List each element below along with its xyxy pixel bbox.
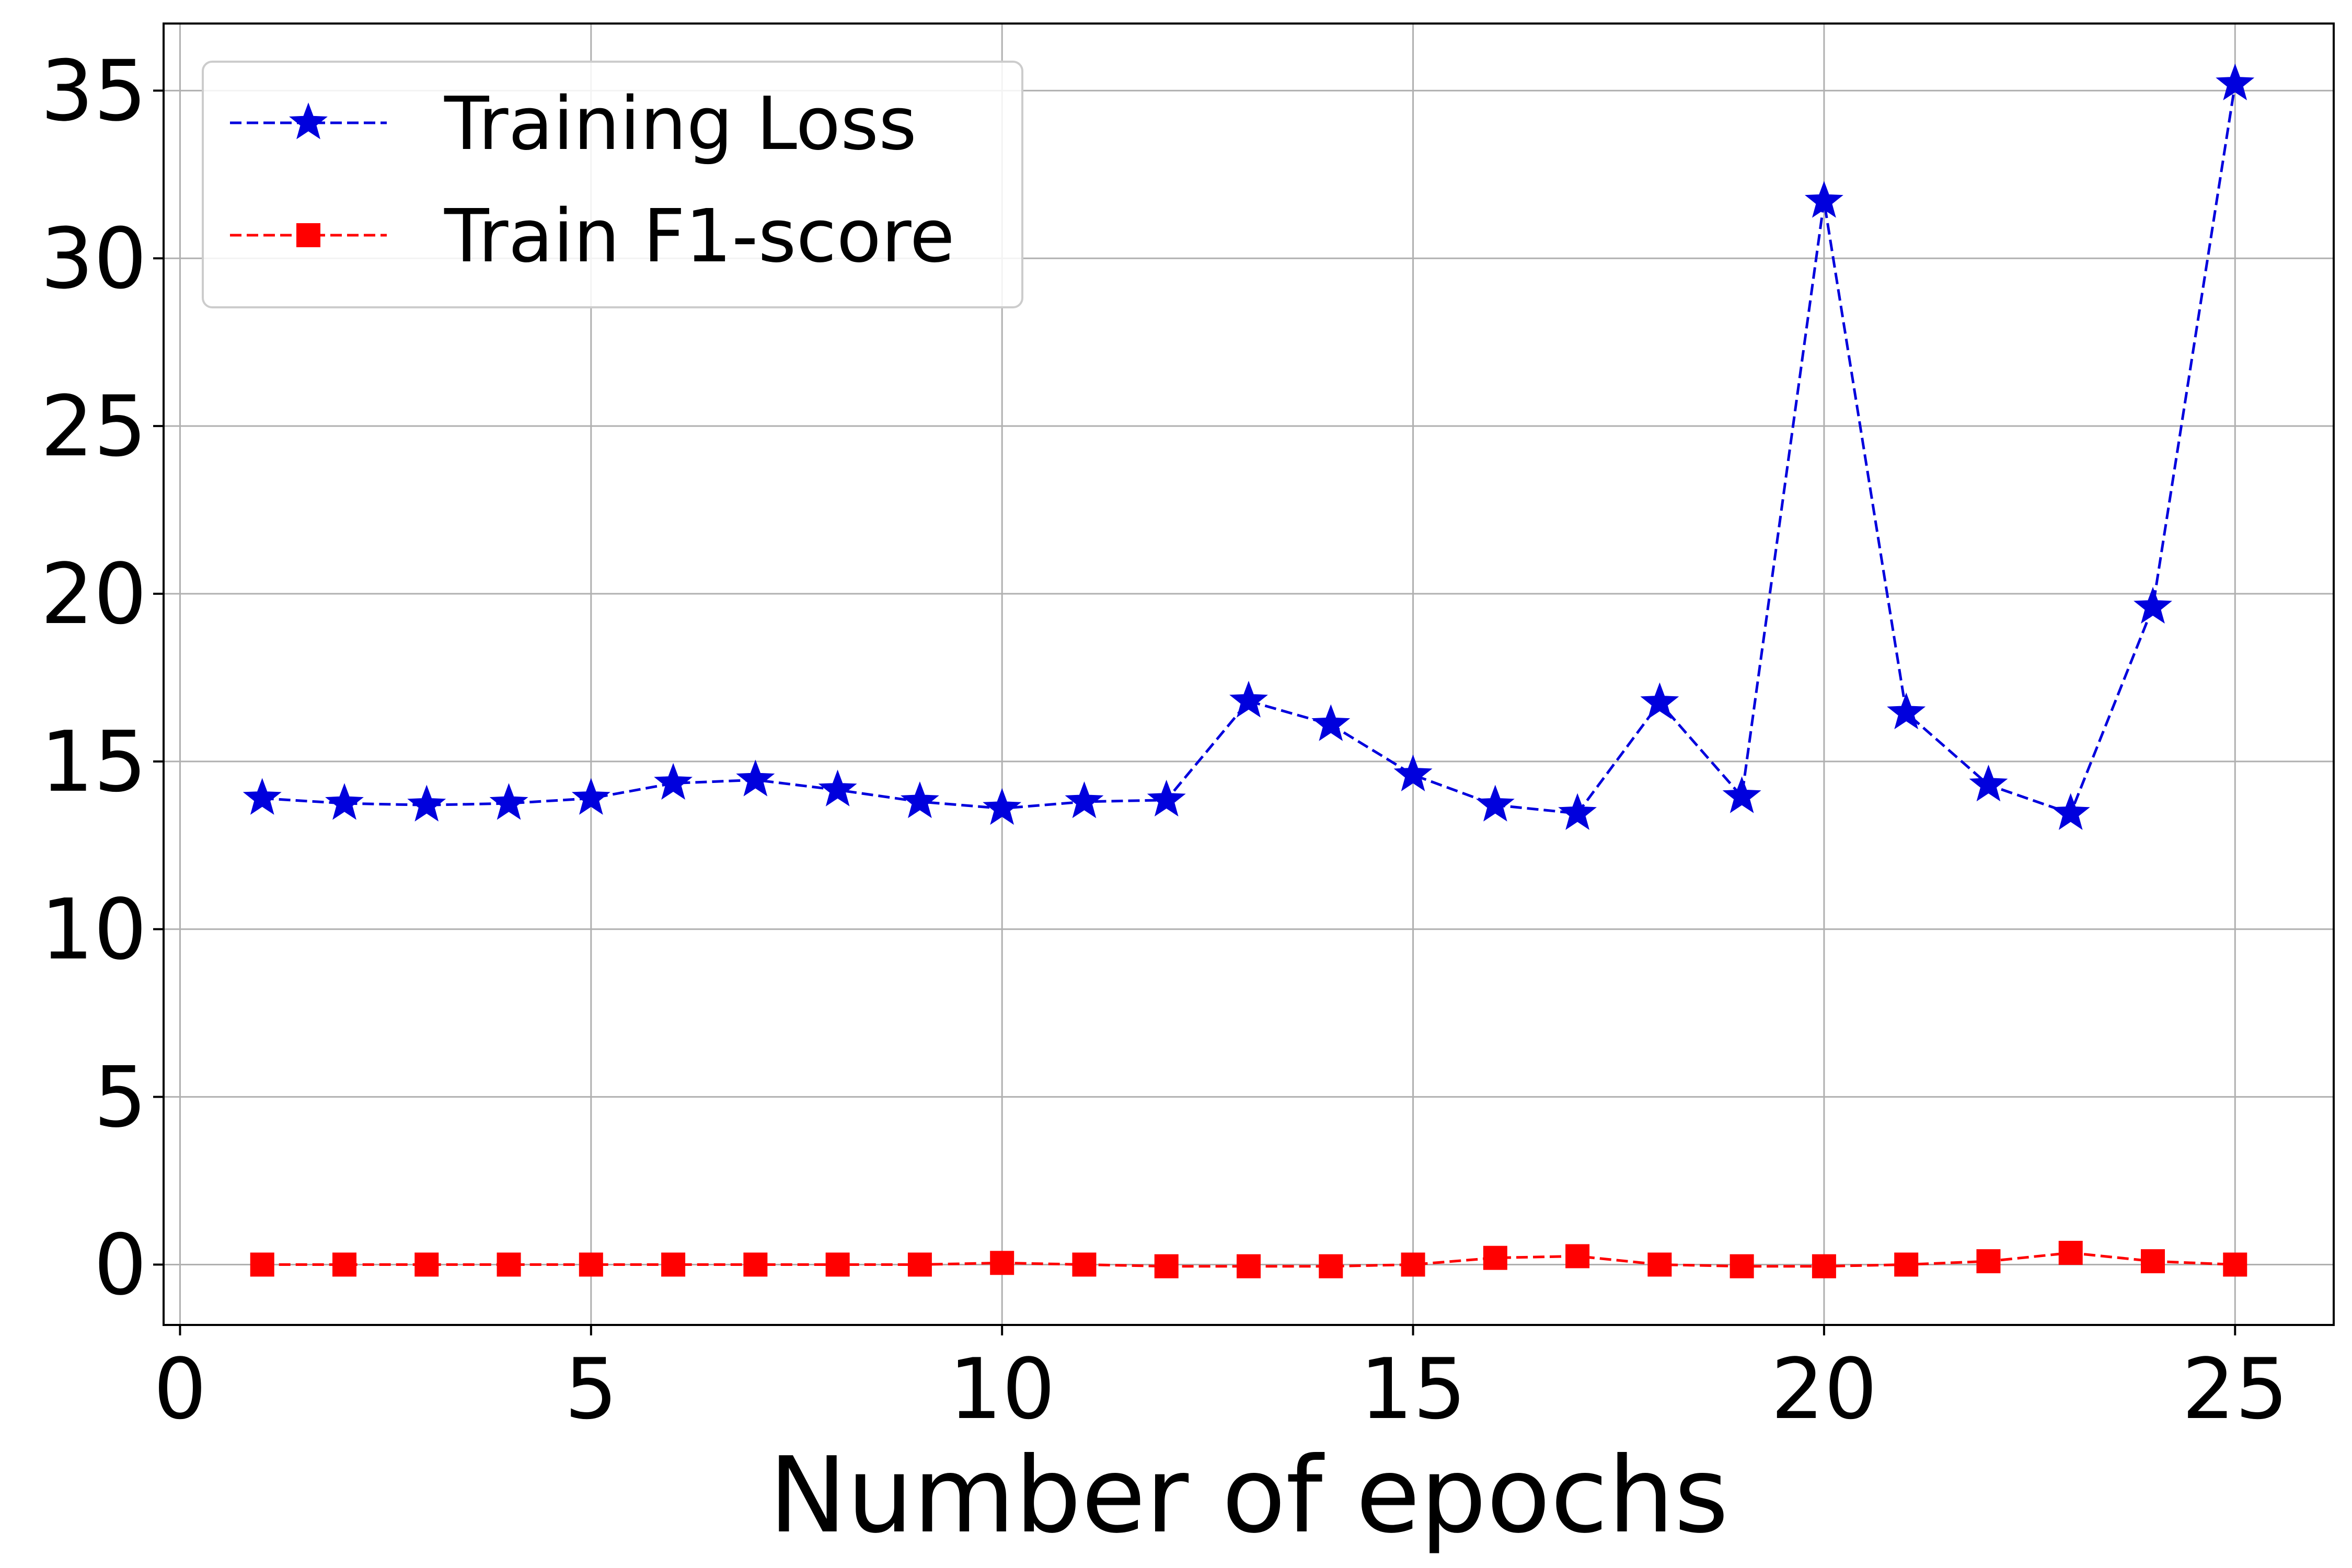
data-point: [1647, 1252, 1672, 1277]
data-point: [1565, 1244, 1590, 1269]
data-point: [489, 783, 528, 820]
data-point: [1475, 785, 1515, 822]
series-layer: [243, 63, 2255, 1278]
data-point: [1969, 764, 2008, 802]
grid-lines: [164, 24, 2334, 1325]
data-point: [900, 781, 939, 818]
legend-marker: [289, 102, 328, 140]
data-point: [736, 759, 775, 797]
y-tick-label: 15: [40, 713, 147, 811]
series-train-f1-score: [250, 1241, 2247, 1278]
legend-marker: [296, 223, 320, 247]
data-point: [1804, 181, 1843, 218]
data-point: [1887, 692, 1926, 730]
data-point: [1319, 1254, 1343, 1278]
x-axis-title: Number of epochs: [769, 1435, 1729, 1557]
data-point: [1722, 776, 1761, 813]
x-tick-label: 0: [154, 1340, 207, 1438]
data-point: [579, 1252, 603, 1277]
data-point: [243, 778, 282, 815]
data-point: [1976, 1249, 2001, 1274]
data-point: [983, 788, 1022, 825]
data-point: [1237, 1254, 1261, 1278]
data-point: [1483, 1246, 1507, 1270]
data-point: [2216, 63, 2255, 100]
data-point: [571, 778, 610, 815]
y-tick-label: 35: [40, 42, 147, 140]
data-point: [661, 1252, 686, 1277]
legend: Training Loss Train F1-score: [202, 61, 1023, 308]
data-point: [2051, 793, 2090, 830]
data-point: [990, 1251, 1014, 1275]
legend-label: Training Loss: [444, 82, 917, 167]
data-point: [1393, 754, 1433, 792]
x-tick-label: 15: [1360, 1340, 1467, 1438]
data-point: [1072, 1252, 1097, 1277]
x-tick-label: 5: [564, 1340, 618, 1438]
data-point: [818, 769, 857, 806]
data-point: [414, 1252, 439, 1277]
x-tick-label: 25: [2182, 1340, 2288, 1438]
data-point: [1147, 779, 1186, 817]
data-point: [825, 1252, 850, 1277]
x-tick-label: 10: [949, 1340, 1055, 1438]
y-tick-label: 20: [40, 545, 147, 643]
data-point: [1401, 1252, 1425, 1277]
data-point: [1812, 1254, 1836, 1278]
data-point: [325, 783, 364, 820]
data-point: [743, 1252, 768, 1277]
data-point: [907, 1252, 932, 1277]
y-tick-label: 30: [40, 210, 147, 307]
legend-item: Train F1-score: [230, 194, 955, 279]
data-point: [1154, 1254, 1179, 1278]
data-point: [332, 1252, 356, 1277]
series-training-loss: [243, 63, 2255, 830]
data-point: [1558, 793, 1597, 830]
x-tick-label: 20: [1771, 1340, 1877, 1438]
data-point: [1730, 1254, 1754, 1278]
data-point: [1640, 682, 1679, 720]
data-point: [2141, 1249, 2165, 1274]
data-point: [497, 1252, 521, 1277]
data-point: [407, 785, 446, 822]
plot-frame: [163, 22, 2335, 1326]
data-point: [1065, 781, 1104, 818]
data-point: [2058, 1241, 2083, 1265]
data-point: [1229, 681, 1268, 718]
legend-item: Training Loss: [230, 82, 917, 167]
y-tick-label: 25: [40, 377, 147, 475]
data-point: [2223, 1252, 2247, 1277]
y-tick-label: 0: [94, 1216, 147, 1313]
data-point: [2134, 586, 2172, 624]
y-tick-label: 10: [40, 881, 147, 978]
y-tick-label: 5: [94, 1048, 147, 1146]
data-point: [250, 1252, 274, 1277]
data-point: [1311, 704, 1351, 741]
axis-ticks: 0 5 10 15 20 25 0 5 10 15 20 25 30 35: [40, 42, 2288, 1438]
data-point: [654, 763, 693, 800]
legend-label: Train F1-score: [444, 194, 955, 279]
legend-box: [202, 61, 1023, 308]
data-point: [1894, 1252, 1919, 1277]
